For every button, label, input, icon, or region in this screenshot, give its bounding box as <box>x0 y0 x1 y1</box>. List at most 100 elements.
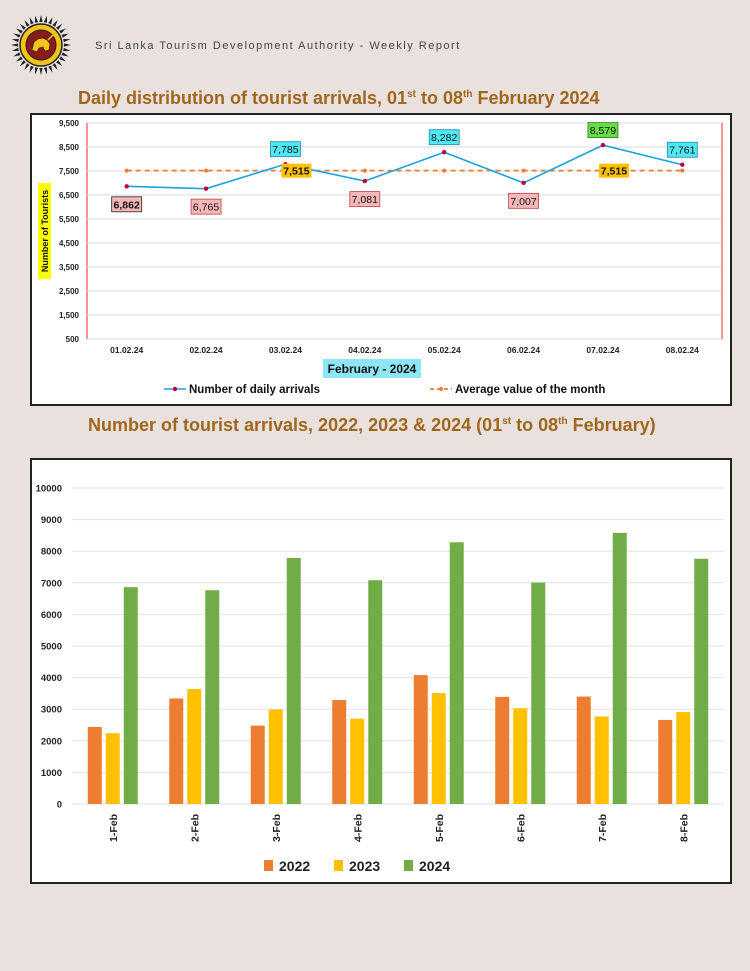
average-point <box>442 168 447 173</box>
y-tick-label: 4,500 <box>59 239 80 248</box>
plot-area <box>86 122 723 340</box>
daily-data-label: 6,862 <box>114 199 140 211</box>
bar-2023 <box>350 718 365 804</box>
legend-label-average: Average value of the month <box>455 384 605 396</box>
bar-2023 <box>268 709 283 804</box>
legend-swatch-2023 <box>334 860 343 871</box>
bar-2023 <box>676 712 691 804</box>
bar-2024 <box>694 558 709 804</box>
daily-data-label-group: 7,785 <box>270 141 301 158</box>
x-tick-label: 7-Feb <box>597 814 609 842</box>
daily-data-label-bg <box>428 129 460 146</box>
average-data-label-group: 7,515 <box>598 163 629 178</box>
x-tick-label: 07.02.24 <box>586 345 619 355</box>
y-tick-label: 2000 <box>41 736 62 747</box>
bar-2022 <box>495 696 510 804</box>
bar-2023 <box>431 693 446 804</box>
chart2-title: Number of tourist arrivals, 2022, 2023 &… <box>88 415 656 435</box>
x-tick-label: 5-Feb <box>434 814 446 842</box>
legend-marker-average <box>439 387 443 391</box>
average-data-label: 7,515 <box>601 166 627 178</box>
average-point <box>362 168 367 173</box>
daily-data-label-bg <box>270 141 301 158</box>
y-tick-label: 1000 <box>41 768 62 779</box>
y-tick-label: 4000 <box>41 673 62 684</box>
x-tick-label: 04.02.24 <box>348 345 381 355</box>
daily-data-label: 7,761 <box>669 145 695 157</box>
bar-2023 <box>594 716 609 804</box>
daily-data-label-bg <box>111 196 143 213</box>
x-tick-label: 02.02.24 <box>190 345 223 355</box>
average-data-label: 7,515 <box>283 166 309 178</box>
bar-2022 <box>87 726 102 804</box>
legend-label-2024: 2024 <box>419 858 450 874</box>
y-tick-label: 7,500 <box>59 167 80 176</box>
y-tick-label: 0 <box>57 800 62 811</box>
daily-data-label: 7,007 <box>510 196 536 208</box>
bar-2024 <box>368 580 383 804</box>
bar-2022 <box>250 725 265 804</box>
x-tick-label: 08.02.24 <box>666 345 699 355</box>
daily-data-label-group: 7,007 <box>508 192 539 209</box>
y-tick-label: 6,500 <box>59 191 80 200</box>
bar-2024 <box>531 582 546 804</box>
y-tick-label: 2,500 <box>59 287 80 296</box>
bar-chart-panel: 10000 9000 8000 7000 6000 5000 4000 3000 2000 100… <box>30 458 732 884</box>
y-tick-label: 5000 <box>41 642 62 653</box>
bar-2023 <box>513 708 528 804</box>
daily-data-label-group: 7,761 <box>666 141 698 158</box>
average-data-label-bg <box>598 163 629 178</box>
organization-header: Sri Lanka Tourism Development Authority … <box>95 40 461 52</box>
daily-arrivals-point <box>521 180 526 186</box>
x-axis-label: February - 2024 <box>328 362 417 376</box>
legend-label-daily: Number of daily arrivals <box>189 384 320 396</box>
daily-arrivals-line <box>126 144 683 190</box>
daily-arrivals-point <box>203 186 209 191</box>
y-tick-label: 5,500 <box>59 215 80 224</box>
daily-data-label-group: 6,862 <box>111 196 143 213</box>
y-tick-label: 10000 <box>36 484 62 495</box>
daily-data-label-group: 8,282 <box>428 129 460 146</box>
y-tick-label: 7000 <box>41 578 62 589</box>
bar-2023 <box>105 733 120 804</box>
bar-2024 <box>449 542 464 804</box>
daily-data-label: 8,579 <box>590 125 616 137</box>
x-tick-label: 2-Feb <box>189 814 201 842</box>
daily-data-label-bg <box>666 141 698 158</box>
bar-2022 <box>413 675 428 804</box>
daily-data-label: 7,785 <box>272 144 298 156</box>
daily-data-label: 6,765 <box>193 202 219 214</box>
y-tick-label: 3000 <box>41 705 62 716</box>
y-tick-label: 6000 <box>41 610 62 621</box>
daily-data-label-bg <box>190 198 222 215</box>
x-tick-label: 01.02.24 <box>110 345 143 355</box>
yearly-arrivals-bar-chart: 1000090008000700060005000400030002000100… <box>36 484 724 874</box>
y-axis-label-highlight <box>38 183 51 279</box>
daily-arrivals-point <box>441 150 447 155</box>
y-axis-label-group: Number of Tourists <box>38 183 51 279</box>
y-tick-label: 9000 <box>41 515 62 526</box>
y-axis-label: Number of Tourists <box>40 190 50 272</box>
legend-label-2022: 2022 <box>279 858 310 874</box>
bar-2022 <box>576 696 591 804</box>
x-tick-label: 6-Feb <box>515 814 527 842</box>
daily-arrivals-point <box>600 142 606 148</box>
bar-2024 <box>286 557 301 804</box>
x-tick-label: 8-Feb <box>678 814 690 842</box>
daily-arrivals-point <box>362 178 368 184</box>
x-tick-label: 06.02.24 <box>507 345 540 355</box>
bar-2023 <box>187 688 202 804</box>
daily-data-label-group: 6,765 <box>190 198 222 215</box>
x-tick-label: 05.02.24 <box>428 345 461 355</box>
legend-label-2023: 2023 <box>349 858 380 874</box>
x-tick-label: 03.02.24 <box>269 345 302 355</box>
y-tick-label: 9,500 <box>59 119 80 128</box>
daily-data-label-bg <box>508 192 539 209</box>
daily-data-label: 7,081 <box>352 194 378 206</box>
daily-data-label-bg <box>349 191 381 207</box>
legend: 2022 2023 2024 <box>264 858 450 874</box>
line-chart-panel: 9,500 8,500 7,500 6,500 5,500 4,500 3,500 2,500… <box>30 113 732 406</box>
average-data-label-bg <box>281 163 312 178</box>
daily-data-label: 8,282 <box>431 132 457 144</box>
x-tick-label: 3-Feb <box>271 814 283 842</box>
